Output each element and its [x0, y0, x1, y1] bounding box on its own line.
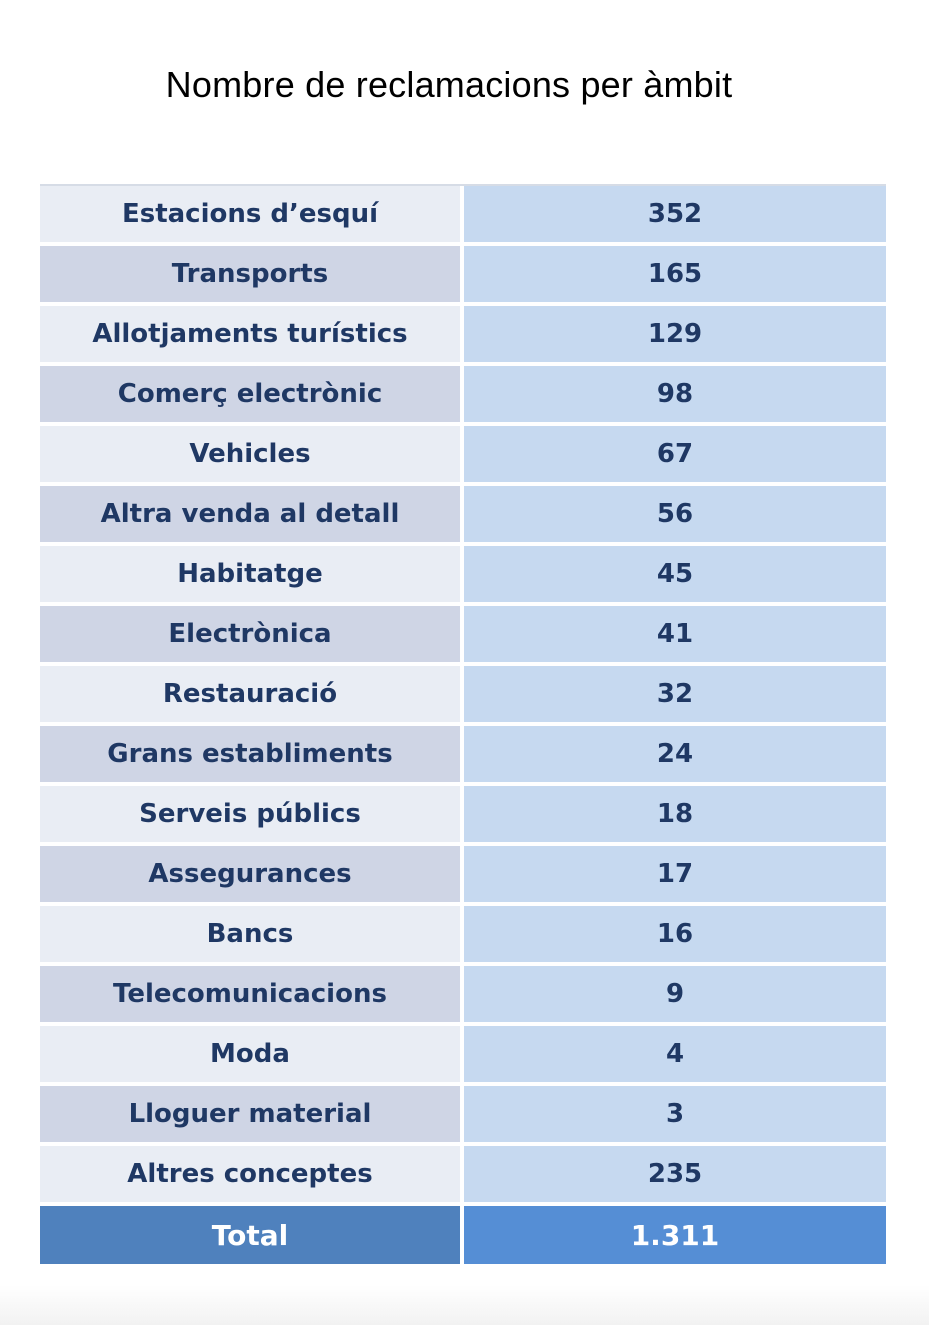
category-label: Altra venda al detall	[40, 486, 464, 546]
category-label: Grans establiments	[40, 726, 464, 786]
category-label: Electrònica	[40, 606, 464, 666]
page-title: Nombre de reclamacions per àmbit	[165, 64, 733, 105]
table-row: Vehicles 67	[40, 426, 886, 486]
data-table: Estacions d’esquí 352 Transports 165 Allotja…	[40, 186, 886, 1264]
category-value: 165	[464, 246, 886, 306]
category-label: Estacions d’esquí	[40, 186, 464, 246]
category-value: 16	[464, 906, 886, 966]
table-row: Altra venda al detall 56	[40, 486, 886, 546]
table-row: Grans establiments 24	[40, 726, 886, 786]
category-label: Transports	[40, 246, 464, 306]
table-row: Estacions d’esquí 352	[40, 186, 886, 246]
table-row: Altres conceptes 235	[40, 1146, 886, 1206]
category-value: 9	[464, 966, 886, 1026]
table-row: Moda 4	[40, 1026, 886, 1086]
category-value: 67	[464, 426, 886, 486]
table-row: Habitatge 45	[40, 546, 886, 606]
category-value: 235	[464, 1146, 886, 1206]
category-label: Comerç electrònic	[40, 366, 464, 426]
category-label: Altres conceptes	[40, 1146, 464, 1206]
category-label: Restauració	[40, 666, 464, 726]
total-value: 1.311	[464, 1206, 886, 1264]
table-row: Transports 165	[40, 246, 886, 306]
table-row: Restauració 32	[40, 666, 886, 726]
table-row: Lloguer material 3	[40, 1086, 886, 1146]
category-value: 352	[464, 186, 886, 246]
table-row: Electrònica 41	[40, 606, 886, 666]
category-label: Lloguer material	[40, 1086, 464, 1146]
category-label: Vehicles	[40, 426, 464, 486]
total-row: Total 1.311	[40, 1206, 886, 1264]
category-label: Habitatge	[40, 546, 464, 606]
table-row: Allotjaments turístics 129	[40, 306, 886, 366]
category-value: 3	[464, 1086, 886, 1146]
category-label: Telecomunicacions	[40, 966, 464, 1026]
category-value: 56	[464, 486, 886, 546]
table-row: Bancs 16	[40, 906, 886, 966]
category-label: Bancs	[40, 906, 464, 966]
category-value: 17	[464, 846, 886, 906]
table-row: Comerç electrònic 98	[40, 366, 886, 426]
category-value: 41	[464, 606, 886, 666]
table-body: Estacions d’esquí 352 Transports 165 Allotja…	[40, 186, 886, 1264]
category-label: Assegurances	[40, 846, 464, 906]
bottom-shade	[0, 1285, 929, 1325]
category-value: 45	[464, 546, 886, 606]
category-value: 4	[464, 1026, 886, 1086]
table-row: Serveis públics 18	[40, 786, 886, 846]
table-row: Telecomunicacions 9	[40, 966, 886, 1026]
category-value: 24	[464, 726, 886, 786]
total-label: Total	[40, 1206, 464, 1264]
data-table-wrapper: Estacions d’esquí 352 Transports 165 Allotja…	[40, 184, 886, 1264]
category-label: Allotjaments turístics	[40, 306, 464, 366]
category-value: 32	[464, 666, 886, 726]
table-row: Assegurances 17	[40, 846, 886, 906]
category-label: Serveis públics	[40, 786, 464, 846]
category-value: 18	[464, 786, 886, 846]
category-value: 129	[464, 306, 886, 366]
category-label: Moda	[40, 1026, 464, 1086]
category-value: 98	[464, 366, 886, 426]
